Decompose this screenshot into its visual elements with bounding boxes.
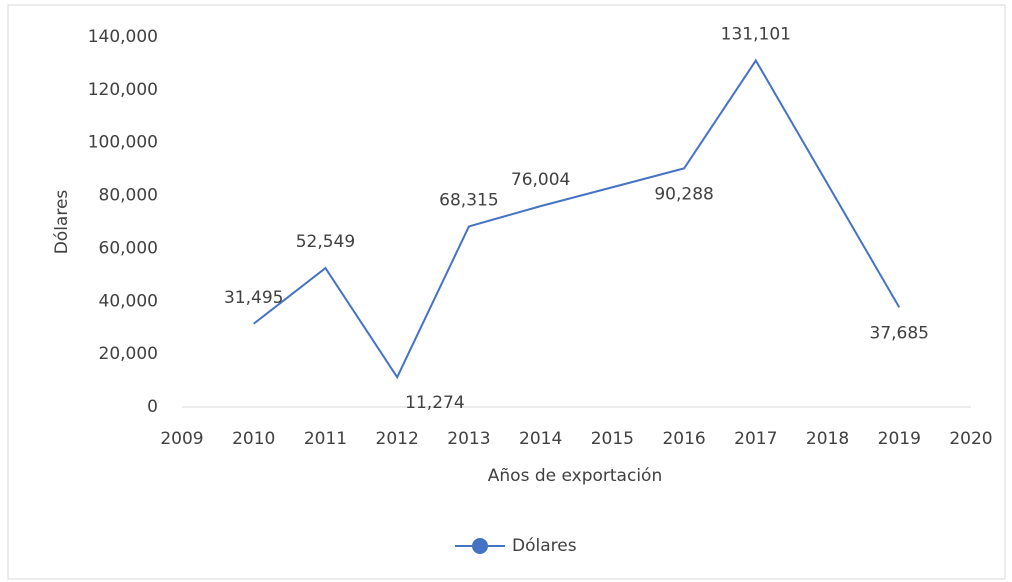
x-tick-label: 2019	[878, 429, 921, 449]
chart-border	[7, 4, 1006, 580]
x-tick-label: 2012	[376, 429, 419, 449]
x-tick-label: 2009	[160, 429, 203, 449]
y-tick-label: 0	[147, 397, 158, 417]
x-tick-label: 2020	[949, 429, 992, 449]
data-label: 76,004	[511, 170, 570, 190]
data-label: 90,288	[654, 184, 713, 204]
data-label: 37,685	[870, 323, 929, 343]
x-tick-label: 2011	[304, 429, 347, 449]
data-label: 31,495	[224, 288, 283, 308]
y-tick-label: 100,000	[88, 133, 158, 153]
x-tick-label: 2010	[232, 429, 275, 449]
x-tick-label: 2015	[591, 429, 634, 449]
legend-label: Dólares	[512, 536, 577, 556]
y-tick-label: 140,000	[88, 27, 158, 47]
y-tick-label: 60,000	[99, 238, 158, 258]
y-tick-label: 40,000	[99, 291, 158, 311]
data-line	[253, 58, 901, 380]
data-label: 11,274	[405, 393, 464, 413]
y-tick-label: 20,000	[99, 344, 158, 364]
x-tick-label: 2014	[519, 429, 562, 449]
x-tick-label: 2017	[734, 429, 777, 449]
y-axis-title: Dólares	[52, 190, 72, 255]
y-tick-label: 80,000	[99, 186, 158, 206]
data-label: 131,101	[721, 25, 791, 45]
x-tick-label: 2018	[806, 429, 849, 449]
data-label: 52,549	[296, 232, 355, 252]
x-tick-label: 2016	[662, 429, 705, 449]
legend-marker	[472, 538, 488, 554]
x-axis-title: Años de exportación	[488, 466, 662, 486]
x-tick-label: 2013	[447, 429, 490, 449]
y-tick-label: 120,000	[88, 80, 158, 100]
data-label: 68,315	[439, 190, 498, 210]
